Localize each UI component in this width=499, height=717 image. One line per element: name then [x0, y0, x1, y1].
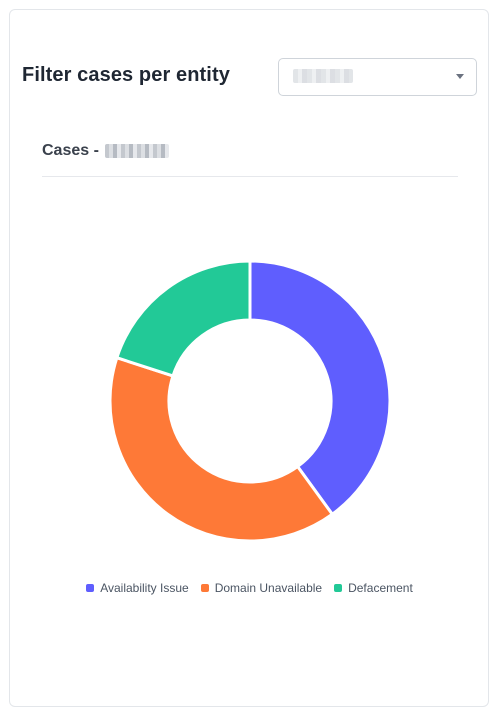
entity-select[interactable]	[278, 58, 477, 96]
legend-item-domain-unavailable[interactable]: Domain Unavailable	[200, 581, 323, 595]
divider	[42, 176, 458, 177]
donut-slice-availability-issue[interactable]	[248, 259, 392, 516]
legend-swatch	[200, 584, 209, 592]
legend-swatch	[86, 584, 95, 592]
entity-select-value-redacted	[293, 69, 353, 83]
legend-swatch	[334, 584, 343, 592]
chart-title-row: Cases -	[42, 141, 169, 161]
legend-item-availability-issue[interactable]: Availability Issue	[86, 581, 189, 595]
legend-label: Defacement	[348, 581, 413, 595]
legend-label: Domain Unavailable	[214, 581, 323, 595]
entity-name-redacted	[104, 144, 169, 158]
legend-label: Availability Issue	[100, 581, 189, 595]
page-title: Filter cases per entity	[22, 64, 230, 86]
donut-chart	[108, 259, 392, 543]
chart-legend: Availability Issue Domain Unavailable De…	[0, 581, 499, 595]
chart-title: Cases -	[42, 142, 99, 159]
donut-slice-domain-unavailable[interactable]	[108, 356, 334, 543]
legend-item-defacement[interactable]: Defacement	[334, 581, 413, 595]
donut-slice-defacement[interactable]	[115, 259, 252, 378]
chevron-down-icon	[456, 74, 464, 79]
